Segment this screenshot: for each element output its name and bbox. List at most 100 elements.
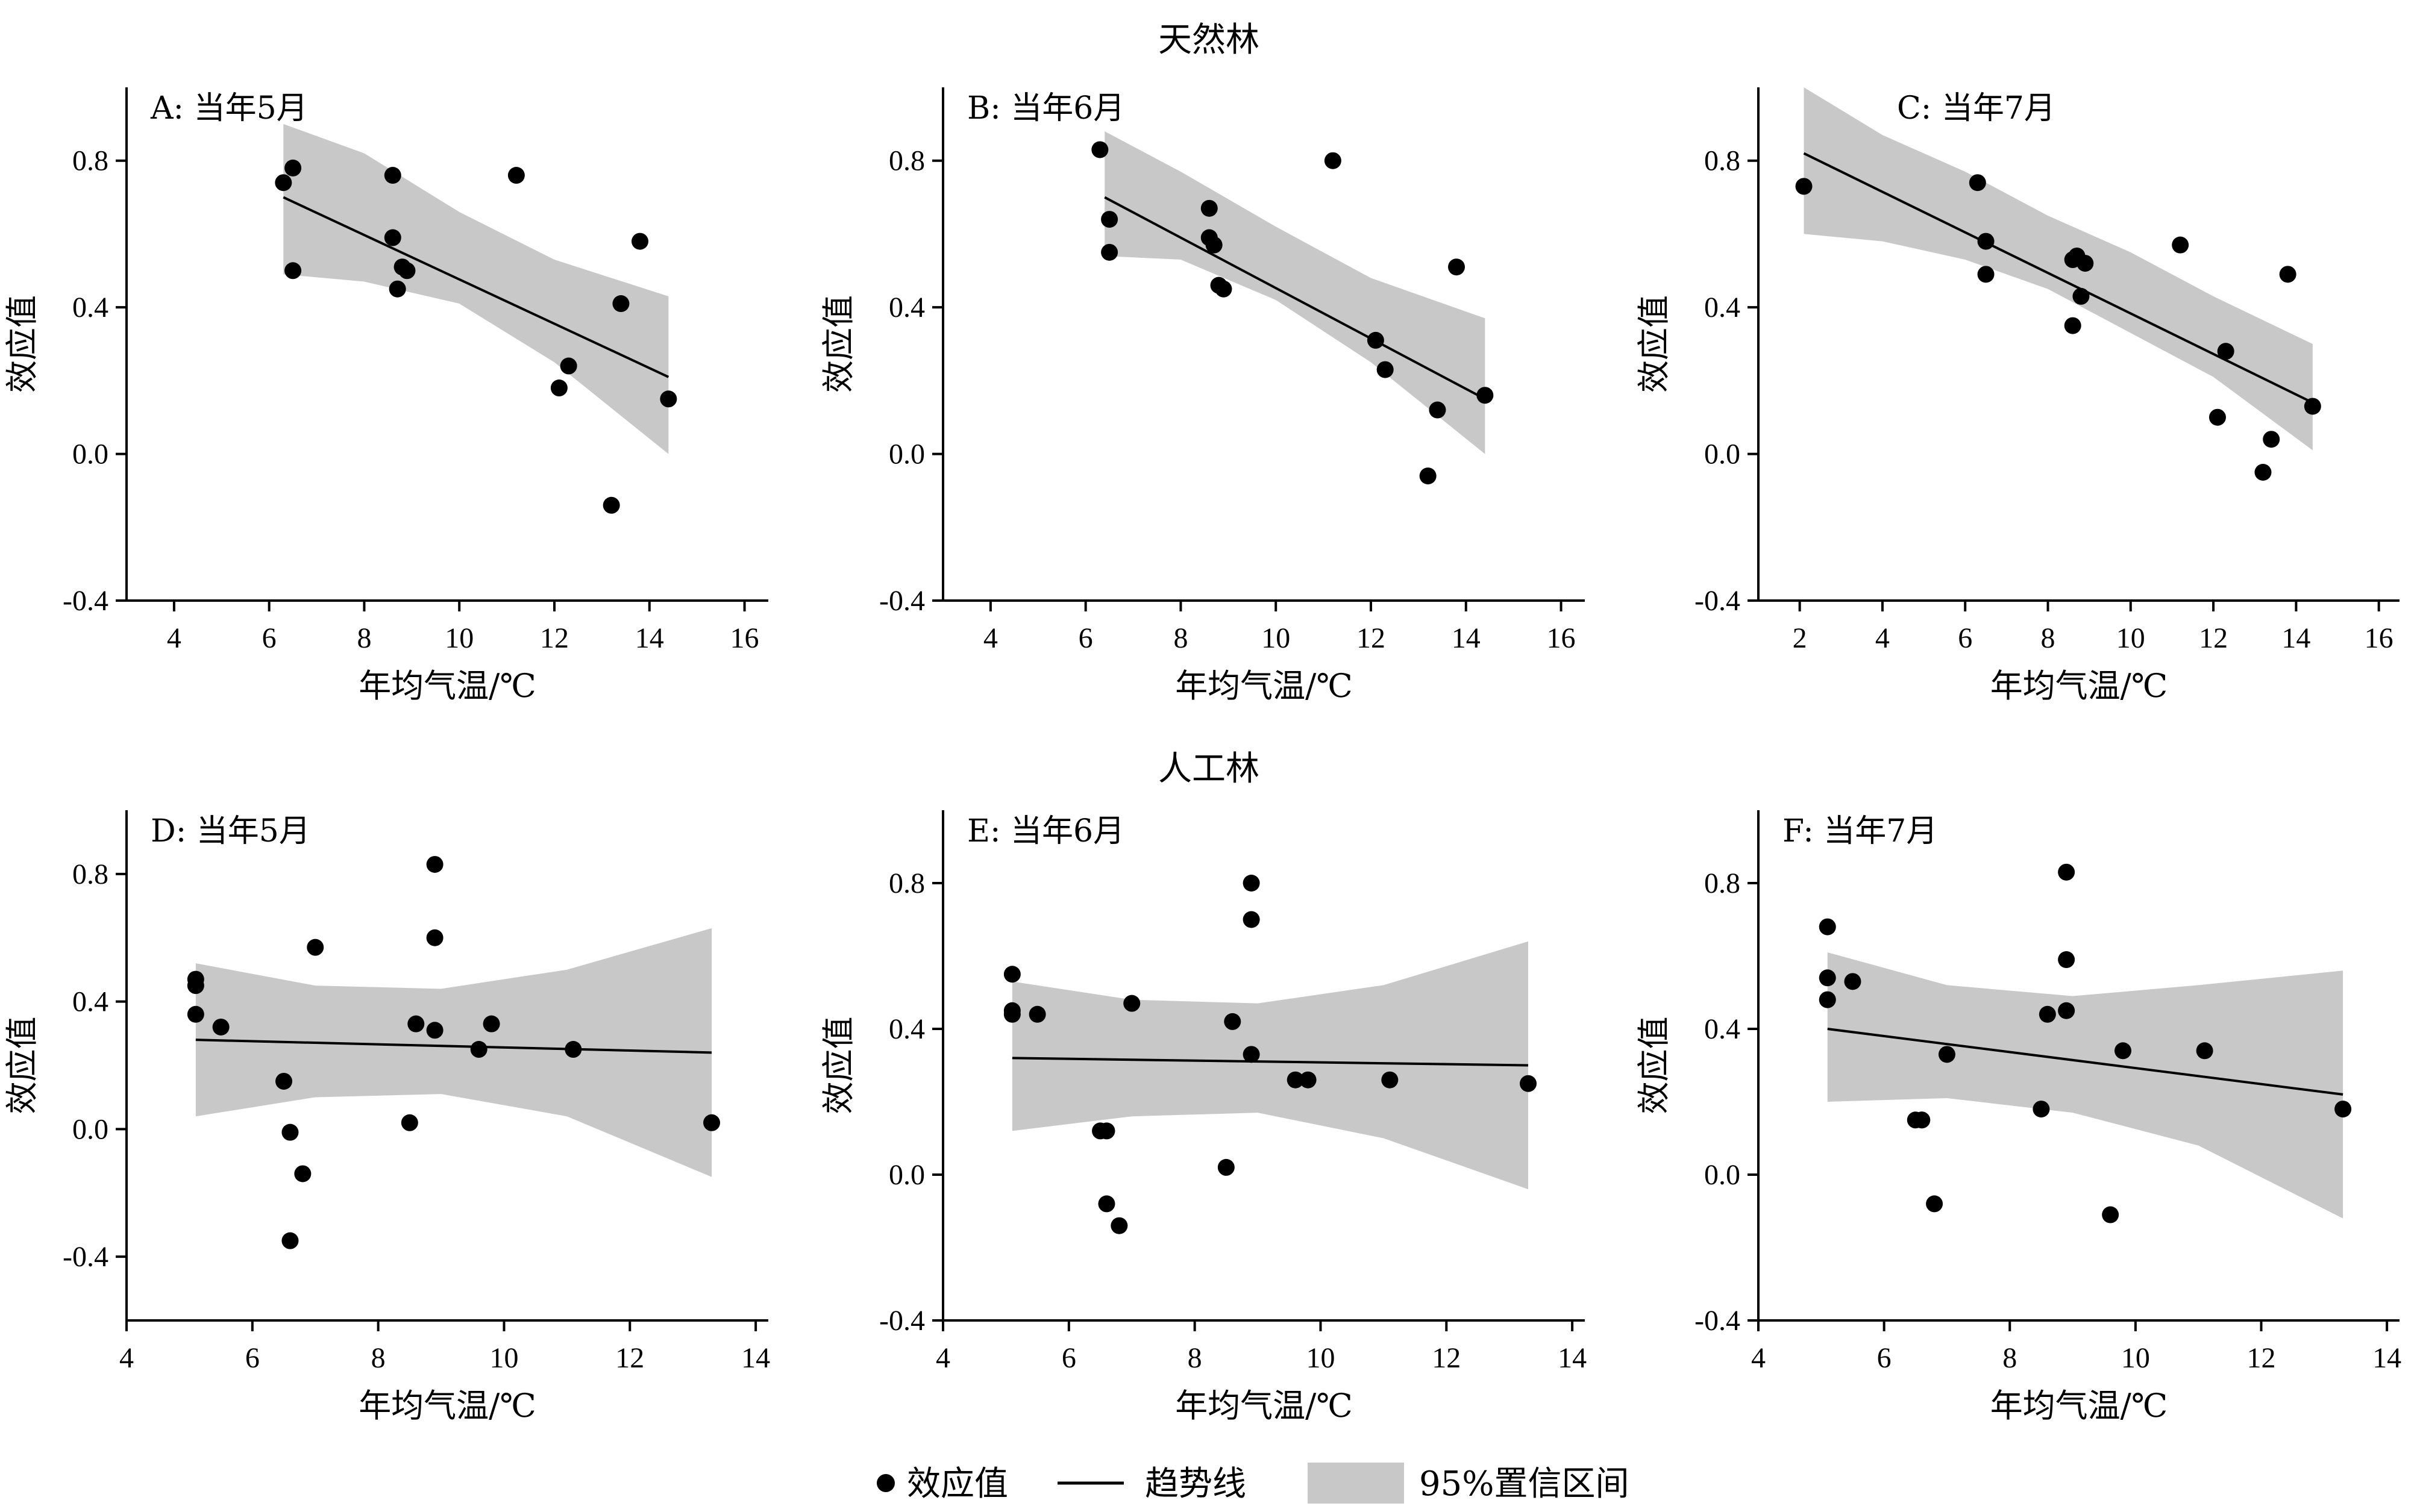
data-point xyxy=(1844,973,1861,990)
data-point xyxy=(2279,266,2296,283)
data-point xyxy=(2196,1042,2213,1060)
y-tick-label: 0.4 xyxy=(889,292,925,323)
x-tick-label: 16 xyxy=(730,622,759,654)
y-tick-label: 0.4 xyxy=(889,1013,925,1045)
x-tick-label: 12 xyxy=(2247,1342,2276,1374)
data-point xyxy=(565,1041,582,1058)
data-point xyxy=(2064,317,2081,334)
x-axis-label: 年均气温/℃ xyxy=(359,1387,536,1425)
trend-line xyxy=(1104,196,1486,401)
data-point xyxy=(1938,1046,1955,1063)
x-axis-label: 年均气温/℃ xyxy=(1990,1387,2168,1425)
x-tick-label: 12 xyxy=(1432,1342,1461,1374)
data-point xyxy=(2058,863,2075,881)
data-point xyxy=(1098,1122,1115,1140)
y-tick-label: 0.0 xyxy=(889,1159,925,1191)
y-axis-label: 效应值 xyxy=(1635,295,1673,393)
x-tick-label: 16 xyxy=(1547,622,1576,654)
x-tick-label: 4 xyxy=(119,1342,134,1374)
data-point xyxy=(2058,1002,2075,1019)
x-tick-label: 14 xyxy=(2372,1342,2401,1374)
y-tick-label: 0.8 xyxy=(889,867,925,899)
x-tick-label: 12 xyxy=(615,1342,644,1374)
y-axis-label: 效应值 xyxy=(3,295,41,393)
y-tick-label: -0.4 xyxy=(1694,585,1740,617)
panel-label: A: 当年5月 xyxy=(150,90,308,127)
data-point xyxy=(1029,1005,1046,1023)
y-tick-label: 0.8 xyxy=(889,145,925,177)
trend-line xyxy=(1803,152,2313,404)
data-point xyxy=(1381,1071,1399,1089)
data-point xyxy=(1091,141,1109,158)
trend-line xyxy=(283,196,669,378)
legend-band-label: 95%置信区间 xyxy=(1419,1464,1629,1504)
data-point xyxy=(2072,287,2090,305)
data-point xyxy=(2102,1206,2119,1223)
x-tick-label: 10 xyxy=(445,622,474,654)
data-point xyxy=(284,262,302,280)
data-point xyxy=(275,174,292,192)
x-tick-label: 6 xyxy=(1877,1342,1892,1374)
x-tick-label: 4 xyxy=(936,1342,950,1374)
panel-label: F: 当年7月 xyxy=(1782,813,1937,849)
data-point xyxy=(1243,1046,1260,1063)
x-tick-label: 6 xyxy=(1079,622,1093,654)
x-tick-label: 6 xyxy=(1062,1342,1076,1374)
x-tick-label: 6 xyxy=(262,622,277,654)
data-point xyxy=(2114,1042,2132,1060)
data-point xyxy=(2077,255,2094,272)
data-point xyxy=(1819,969,1836,987)
data-point xyxy=(1819,918,1836,936)
x-tick-label: 2 xyxy=(1793,622,1807,654)
data-point xyxy=(1243,911,1260,928)
data-point xyxy=(1819,991,1836,1008)
y-tick-label: -0.4 xyxy=(63,585,108,617)
x-tick-label: 14 xyxy=(1558,1342,1587,1374)
x-axis-label: 年均气温/℃ xyxy=(1175,667,1353,705)
x-axis-label: 年均气温/℃ xyxy=(359,667,536,705)
trend-line xyxy=(1012,1057,1529,1067)
data-point xyxy=(2208,408,2226,426)
x-tick-label: 4 xyxy=(167,622,181,654)
panel-label: B: 当年6月 xyxy=(967,90,1124,127)
data-point xyxy=(660,390,677,408)
confidence-band xyxy=(1827,952,2343,1219)
x-tick-label: 8 xyxy=(1188,1342,1202,1374)
data-point xyxy=(1299,1071,1317,1089)
data-point xyxy=(507,167,525,184)
y-tick-label: -0.4 xyxy=(879,585,925,617)
data-point xyxy=(307,939,324,956)
confidence-band xyxy=(283,123,669,454)
data-point xyxy=(389,280,406,298)
data-point xyxy=(1003,966,1021,983)
x-tick-label: 8 xyxy=(357,622,371,654)
data-point xyxy=(2039,1005,2056,1023)
data-point xyxy=(281,1123,299,1141)
data-point xyxy=(2172,236,2189,254)
data-point xyxy=(1926,1195,1943,1213)
legend-line-label: 趋势线 xyxy=(1145,1464,1246,1504)
x-tick-label: 10 xyxy=(1306,1342,1335,1374)
confidence-band xyxy=(1804,87,2313,451)
x-tick-label: 12 xyxy=(2199,622,2228,654)
x-tick-label: 16 xyxy=(2365,622,2393,654)
data-point xyxy=(1217,1158,1235,1176)
y-tick-label: -0.4 xyxy=(63,1241,108,1273)
data-point xyxy=(187,1005,204,1023)
data-point xyxy=(1376,361,1394,378)
group-title-natural: 天然林 xyxy=(1158,20,1259,60)
panel-label: D: 当年5月 xyxy=(151,813,310,849)
data-point xyxy=(1215,280,1232,298)
data-point xyxy=(1200,199,1218,217)
x-tick-label: 14 xyxy=(635,622,664,654)
data-point xyxy=(187,977,204,995)
x-tick-label: 4 xyxy=(1751,1342,1766,1374)
data-point xyxy=(1476,387,1494,404)
y-tick-label: 0.8 xyxy=(72,145,108,177)
